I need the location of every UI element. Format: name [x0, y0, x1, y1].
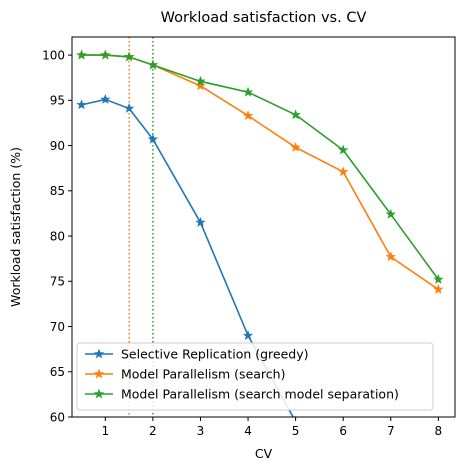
data-point — [385, 208, 396, 219]
y-axis-label: Workload satisfaction (%) — [8, 147, 23, 307]
data-point — [195, 217, 206, 227]
data-point — [147, 59, 159, 70]
data-point — [76, 99, 87, 110]
series-layer — [76, 49, 444, 417]
x-tick-label: 8 — [435, 424, 443, 438]
data-point — [76, 49, 87, 60]
y-tick-label: 65 — [50, 365, 65, 379]
x-tick-label: 4 — [244, 424, 252, 438]
data-point — [290, 109, 301, 120]
legend-box — [76, 342, 434, 411]
series-line — [81, 54, 439, 280]
data-point — [433, 283, 444, 294]
series-line — [81, 54, 439, 291]
y-tick-label: 85 — [50, 184, 65, 198]
x-tick-label: 2 — [149, 424, 157, 438]
legend-marker — [93, 368, 105, 379]
data-point — [338, 166, 349, 177]
legend: Selective Replication (greedy) Model Para… — [76, 342, 434, 411]
legend-label: Model Parallelism (search) — [121, 367, 285, 382]
data-point — [195, 75, 206, 86]
y-tick-label: 60 — [50, 410, 65, 424]
data-point — [290, 141, 301, 152]
data-point — [385, 251, 396, 262]
data-point — [100, 49, 111, 60]
x-tick-label: 6 — [339, 424, 347, 438]
y-tick-label: 100 — [42, 48, 65, 62]
y-tick-label: 75 — [50, 275, 65, 289]
y-axis: 60 65 70 75 80 85 90 95 100 — [42, 48, 72, 424]
x-tick-label: 5 — [292, 424, 300, 438]
data-point — [242, 330, 254, 340]
plot-frame — [71, 36, 456, 418]
x-tick-label: 7 — [387, 424, 395, 438]
data-point — [242, 86, 254, 97]
x-tick-label: 1 — [101, 424, 109, 438]
legend-marker — [93, 388, 105, 399]
x-axis-label: CV — [255, 446, 273, 461]
data-point — [147, 133, 159, 144]
data-point — [433, 274, 444, 284]
data-point — [195, 80, 206, 91]
y-tick-label: 70 — [50, 320, 65, 334]
data-point — [242, 110, 254, 121]
y-tick-label: 80 — [50, 229, 65, 243]
data-point — [100, 93, 111, 104]
chart-title: Workload satisfaction vs. CV — [161, 10, 367, 26]
data-point — [123, 103, 135, 113]
legend-label: Selective Replication (greedy) — [121, 347, 309, 362]
x-axis: 1 2 3 4 5 6 7 8 — [101, 417, 442, 438]
y-tick-label: 90 — [50, 139, 65, 153]
data-point — [338, 144, 349, 155]
y-tick-label: 95 — [50, 94, 65, 108]
legend-label: Model Parallelism (search model separati… — [121, 387, 399, 402]
legend-marker — [93, 348, 105, 359]
x-tick-label: 3 — [197, 424, 205, 438]
data-point — [123, 51, 135, 62]
